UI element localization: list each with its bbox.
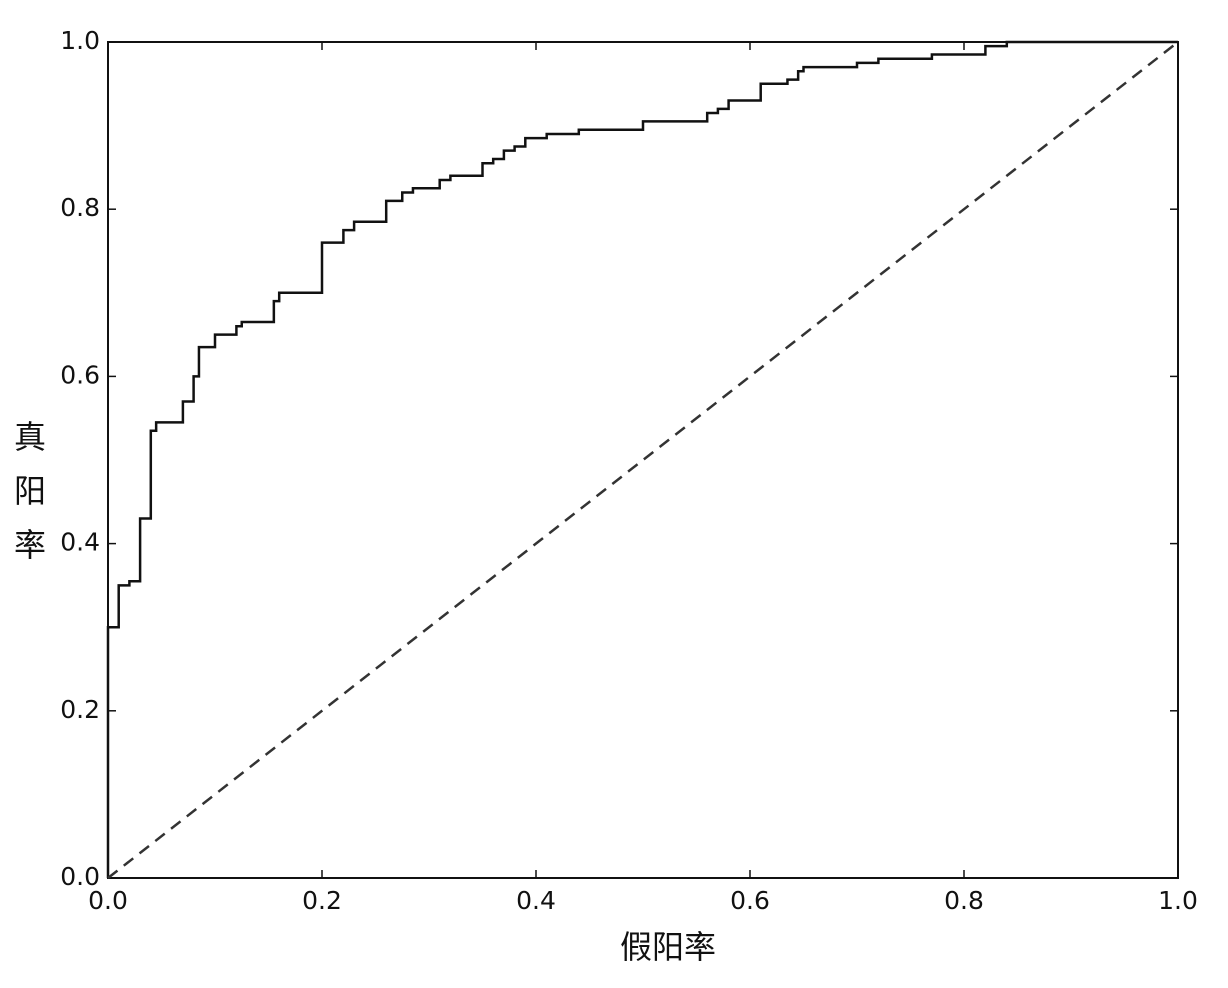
plot-frame: [107, 41, 1179, 879]
roc-curve: [106, 40, 1178, 878]
x-tick-label: 0.4: [516, 886, 556, 915]
y-tick-label: 0.4: [60, 528, 100, 557]
x-tick-label: 0.8: [944, 886, 984, 915]
x-tick-label: 0.6: [730, 886, 770, 915]
reference-line: [107, 41, 1179, 879]
y-tick-label: 0.8: [60, 193, 100, 222]
y-axis-title: 真阳率: [9, 420, 47, 582]
y-tick-label: 0.0: [60, 862, 100, 891]
x-tick-label: 1.0: [1158, 886, 1198, 915]
x-axis-title: 假阳率: [620, 928, 716, 966]
y-tick-label: 1.0: [60, 26, 100, 55]
y-tick-label: 0.2: [60, 695, 100, 724]
x-tick-label: 0.0: [88, 886, 128, 915]
x-tick-label: 0.2: [302, 886, 342, 915]
y-tick-label: 0.6: [60, 360, 100, 389]
